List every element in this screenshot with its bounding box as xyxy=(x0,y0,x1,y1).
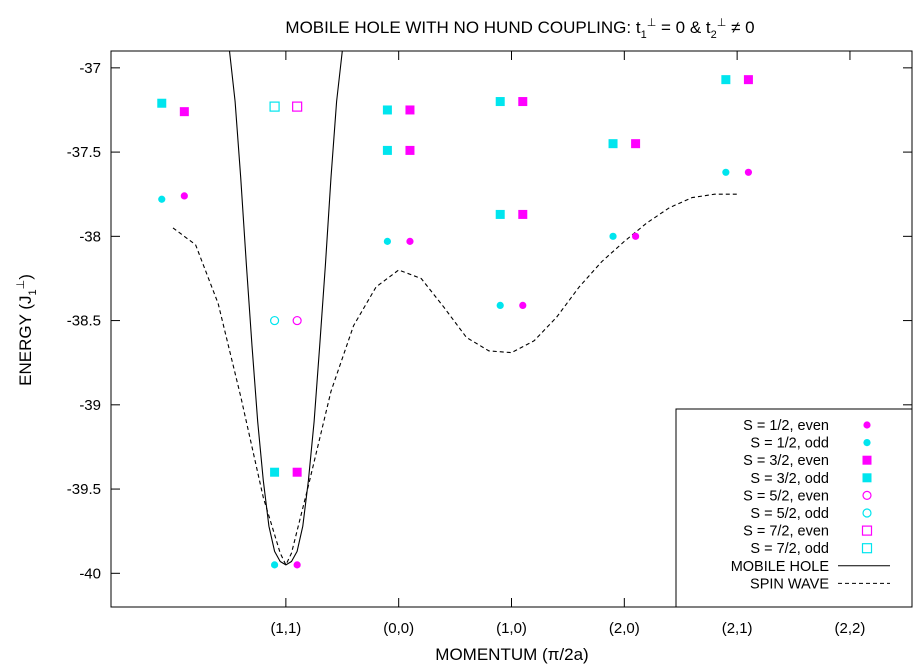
s-3-2-odd-point xyxy=(270,467,280,477)
y-tick-label: -37.5 xyxy=(67,144,101,161)
s-7-2-even-point xyxy=(292,101,303,112)
y-tick-label: -39.5 xyxy=(67,481,101,498)
legend-label-s-5-2-odd: S = 5/2, odd xyxy=(750,506,829,522)
legend-box xyxy=(675,408,913,608)
s-1-2-odd-point xyxy=(496,301,504,310)
legend-label-spin-wave: SPIN WAVE xyxy=(750,576,829,592)
mobile-hole-curve xyxy=(228,51,343,566)
x-axis-title: MOMENTUM (π/2a) xyxy=(435,645,588,664)
legend-marker-s-1-2-odd xyxy=(863,439,871,447)
s-7-2-odd-point xyxy=(269,101,280,112)
s-1-2-even-point xyxy=(631,232,640,240)
s-3-2-odd-point xyxy=(157,98,167,108)
s-3-2-even-point xyxy=(743,75,753,85)
s-1-2-odd-point xyxy=(609,232,617,240)
ticks-layer: -37 -37.5 -38 -38.5 -39 -39.5 -40 (1,1) (0,0) (1,… xyxy=(67,51,912,637)
legend-label-s-1-2-odd: S = 1/2, odd xyxy=(750,436,829,452)
y-tick-label: -39 xyxy=(79,397,101,414)
s-3-2-even-point xyxy=(405,105,415,115)
plot-area: -37 -37.5 -38 -38.5 -39 -39.5 -40 (1,1) (0,0) (1,… xyxy=(67,50,913,637)
s-1-2-odd-point xyxy=(158,195,166,203)
spin-wave-curve xyxy=(172,193,738,566)
s-3-2-odd-point xyxy=(382,105,392,115)
s-3-2-even-point xyxy=(518,97,528,107)
s-3-2-odd-point xyxy=(382,145,392,155)
legend-marker-s-7-2-even xyxy=(861,525,873,536)
x-tick-label: (2,1) xyxy=(722,620,753,637)
x-tick-label: (0,0) xyxy=(383,620,414,637)
s-3-2-odd-point xyxy=(495,97,505,107)
legend-label-s-5-2-even: S = 5/2, even xyxy=(743,488,829,504)
legend-label-s-1-2-even: S = 1/2, even xyxy=(743,418,829,434)
legend-marker-s-5-2-even xyxy=(862,490,872,500)
s-1-2-even-point xyxy=(406,237,414,245)
legend-marker-s-7-2-odd xyxy=(861,543,873,554)
s-3-2-even-point xyxy=(631,139,641,149)
s-1-2-odd-point xyxy=(722,168,730,176)
chart-title: MOBILE HOLE WITH NO HUND COUPLING: t1⊥ =… xyxy=(285,17,754,41)
y-tick-label: -37 xyxy=(79,60,101,77)
y-tick-label: -40 xyxy=(79,565,101,582)
y-axis-title: ENERGY (J1⊥) xyxy=(15,274,39,386)
s-5-2-odd-point xyxy=(269,315,280,326)
legend-marker-s-5-2-odd xyxy=(862,508,872,518)
s-5-2-even-point xyxy=(292,315,302,326)
s-3-2-even-point xyxy=(292,467,302,477)
legend-label-s-7-2-odd: S = 7/2, odd xyxy=(750,541,829,557)
s-3-2-even-point xyxy=(405,145,415,155)
s-3-2-odd-point xyxy=(608,139,618,149)
s-3-2-odd-point xyxy=(495,209,505,219)
s-1-2-even-point xyxy=(744,168,753,176)
x-tick-label: (2,2) xyxy=(835,620,866,637)
s-1-2-odd-point xyxy=(270,561,279,569)
s-3-2-even-point xyxy=(179,107,189,117)
s-3-2-odd-point xyxy=(721,75,731,85)
s-1-2-even-point xyxy=(519,301,527,310)
s-1-2-even-point xyxy=(180,192,188,200)
y-tick-label: -38 xyxy=(79,228,101,245)
s-1-2-odd-point xyxy=(383,237,392,245)
legend-label-mobile-hole: MOBILE HOLE xyxy=(731,559,830,575)
legend-marker-s-3-2-odd xyxy=(862,473,872,483)
x-tick-label: (1,1) xyxy=(270,620,301,637)
x-tick-label: (1,0) xyxy=(496,620,527,637)
legend-label-s-3-2-even: S = 3/2, even xyxy=(743,453,829,469)
s-1-2-even-point xyxy=(293,561,301,569)
y-tick-label: -38.5 xyxy=(67,313,101,330)
legend-marker-s-1-2-even xyxy=(863,421,871,429)
s-3-2-even-point xyxy=(518,209,528,219)
legend-label-s-3-2-odd: S = 3/2, odd xyxy=(750,471,829,487)
legend-marker-s-3-2-even xyxy=(862,455,872,465)
x-tick-label: (2,0) xyxy=(609,620,640,637)
lines-layer xyxy=(172,51,738,566)
points-layer xyxy=(157,75,753,569)
legend-label-s-7-2-even: S = 7/2, even xyxy=(743,524,829,540)
